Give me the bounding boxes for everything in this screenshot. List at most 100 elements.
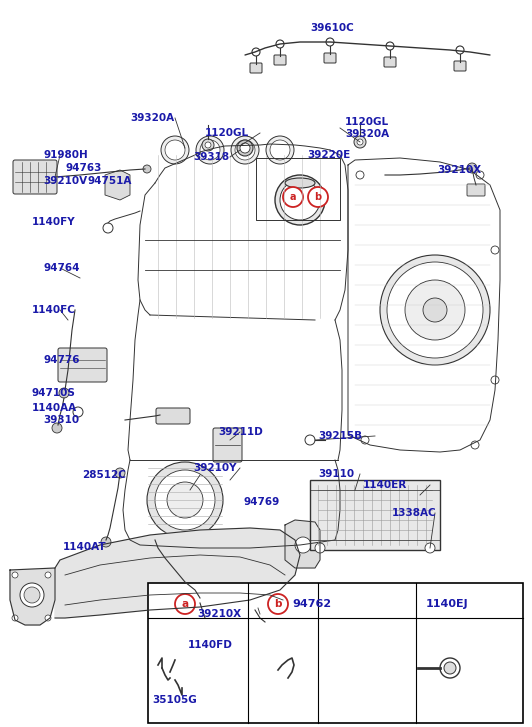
Polygon shape <box>10 568 55 625</box>
Text: 39110: 39110 <box>318 469 354 479</box>
Circle shape <box>467 163 477 173</box>
Circle shape <box>59 388 69 398</box>
Circle shape <box>425 543 435 553</box>
FancyBboxPatch shape <box>148 583 523 723</box>
Circle shape <box>237 140 253 156</box>
Text: 94762: 94762 <box>292 599 331 609</box>
Circle shape <box>200 140 220 160</box>
Circle shape <box>12 615 18 621</box>
Circle shape <box>202 617 210 625</box>
Text: 1140FY: 1140FY <box>32 217 76 227</box>
Text: 39210V: 39210V <box>43 176 87 186</box>
Circle shape <box>440 658 460 678</box>
Circle shape <box>444 662 456 674</box>
Text: 39211D: 39211D <box>218 427 263 437</box>
Circle shape <box>270 140 290 160</box>
Circle shape <box>356 171 364 179</box>
Circle shape <box>202 139 214 151</box>
Circle shape <box>326 38 334 46</box>
Circle shape <box>275 175 325 225</box>
Text: 1140AT: 1140AT <box>63 542 106 552</box>
Circle shape <box>308 187 328 207</box>
Circle shape <box>248 600 258 610</box>
FancyBboxPatch shape <box>156 408 190 424</box>
FancyBboxPatch shape <box>324 53 336 63</box>
Text: 39210Y: 39210Y <box>193 463 237 473</box>
Polygon shape <box>55 528 300 618</box>
Text: b: b <box>314 192 321 202</box>
Circle shape <box>20 583 44 607</box>
Text: 1120GL: 1120GL <box>205 128 249 138</box>
Text: 28512C: 28512C <box>82 470 126 480</box>
Text: 1140FD: 1140FD <box>188 640 233 650</box>
Circle shape <box>491 246 499 254</box>
Circle shape <box>262 620 270 628</box>
Circle shape <box>315 543 325 553</box>
FancyBboxPatch shape <box>250 63 262 73</box>
Circle shape <box>175 594 195 614</box>
Text: 94769: 94769 <box>243 497 279 507</box>
Text: 1120GL: 1120GL <box>345 117 389 127</box>
Circle shape <box>231 136 259 164</box>
Circle shape <box>235 140 255 160</box>
FancyBboxPatch shape <box>13 160 57 194</box>
Text: 39610C: 39610C <box>310 23 354 33</box>
Circle shape <box>165 140 185 160</box>
Circle shape <box>205 142 211 148</box>
Circle shape <box>103 223 113 233</box>
Circle shape <box>240 143 250 153</box>
Circle shape <box>115 468 125 478</box>
Text: 94764: 94764 <box>43 263 79 273</box>
Circle shape <box>354 136 366 148</box>
Ellipse shape <box>285 178 315 188</box>
Circle shape <box>252 48 260 56</box>
Text: a: a <box>290 192 296 202</box>
Text: 94776: 94776 <box>43 355 79 365</box>
Text: b: b <box>275 599 282 609</box>
Circle shape <box>24 587 40 603</box>
Circle shape <box>295 537 311 553</box>
Circle shape <box>361 436 369 444</box>
Circle shape <box>266 136 294 164</box>
Circle shape <box>386 42 394 50</box>
Circle shape <box>357 139 363 145</box>
Circle shape <box>305 435 315 445</box>
Text: 39320A: 39320A <box>345 129 389 139</box>
Circle shape <box>155 470 215 530</box>
Circle shape <box>491 376 499 384</box>
Text: 94763: 94763 <box>65 163 102 173</box>
Circle shape <box>196 136 224 164</box>
Text: 39210X: 39210X <box>437 165 481 175</box>
Circle shape <box>147 462 223 538</box>
Circle shape <box>276 40 284 48</box>
FancyBboxPatch shape <box>384 57 396 67</box>
Circle shape <box>423 298 447 322</box>
Circle shape <box>143 165 151 173</box>
Text: 39320A: 39320A <box>130 113 174 123</box>
Circle shape <box>280 180 320 220</box>
Circle shape <box>456 46 464 54</box>
Text: 91980H: 91980H <box>43 150 88 160</box>
Text: 39215B: 39215B <box>318 431 362 441</box>
Text: 35105G: 35105G <box>152 695 197 705</box>
Circle shape <box>101 537 111 547</box>
Text: 1140AA: 1140AA <box>32 403 77 413</box>
FancyBboxPatch shape <box>310 480 440 550</box>
FancyBboxPatch shape <box>467 184 485 196</box>
Text: a: a <box>181 599 188 609</box>
Text: 1140FC: 1140FC <box>32 305 76 315</box>
FancyBboxPatch shape <box>58 348 107 382</box>
Text: 39310: 39310 <box>43 415 79 425</box>
Circle shape <box>167 482 203 518</box>
Circle shape <box>380 255 490 365</box>
Circle shape <box>45 615 51 621</box>
Text: 39220E: 39220E <box>307 150 350 160</box>
Circle shape <box>45 572 51 578</box>
Text: 1140ER: 1140ER <box>363 480 408 490</box>
Text: 39318: 39318 <box>193 152 229 162</box>
Circle shape <box>405 280 465 340</box>
Circle shape <box>283 187 303 207</box>
Circle shape <box>471 441 479 449</box>
Polygon shape <box>105 170 130 200</box>
FancyBboxPatch shape <box>274 55 286 65</box>
